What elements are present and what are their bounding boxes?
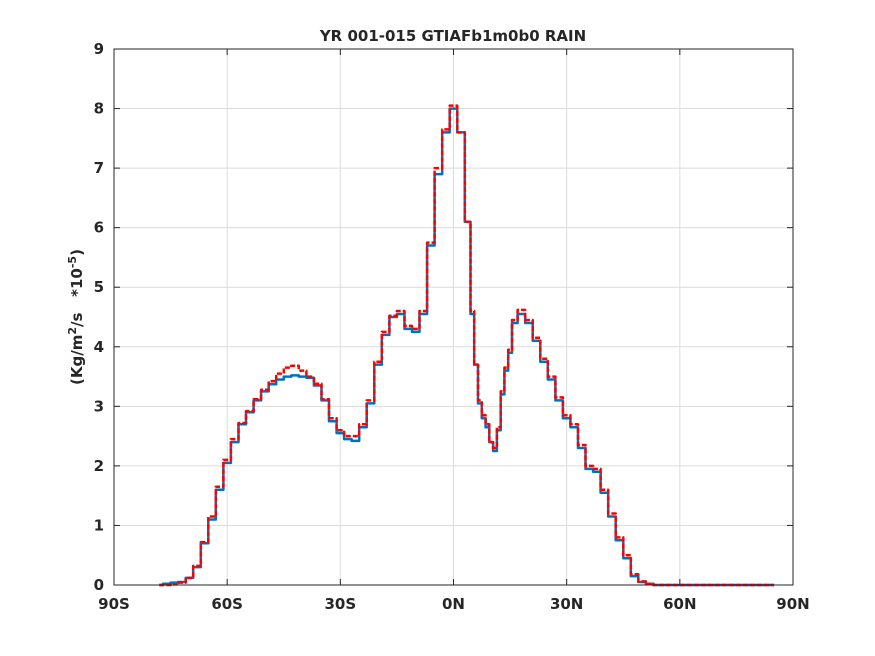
- y-tick-label: 3: [94, 397, 104, 415]
- y-axis-label-mid: /s *10: [68, 268, 86, 327]
- x-tick-label: 30S: [324, 595, 356, 613]
- y-axis-label: (Kg/m2/s *10-5): [66, 249, 86, 385]
- y-tick-label: 7: [94, 159, 104, 177]
- x-tick-label: 0N: [442, 595, 465, 613]
- y-tick-label: 0: [94, 576, 104, 594]
- y-axis-label-sup1: 2: [66, 327, 79, 335]
- y-tick-label: 2: [94, 457, 104, 475]
- y-tick-label: 9: [94, 40, 104, 58]
- y-axis-label-sup2: -5: [66, 256, 79, 268]
- x-tick-label: 30N: [550, 595, 583, 613]
- y-axis-ticks: 0 1 2 3 4 5 6 7 8 9: [94, 40, 793, 594]
- x-tick-label: 90N: [776, 595, 809, 613]
- x-tick-label: 90S: [98, 595, 130, 613]
- series-line-2: [159, 104, 775, 587]
- chart-title: YR 001-015 GTIAFb1m0b0 RAIN: [319, 27, 586, 45]
- x-axis-ticks: 90S 60S 30S 0N 30N 60N 90N: [98, 49, 810, 613]
- x-tick-label: 60N: [663, 595, 696, 613]
- y-axis-label-suffix: ): [68, 249, 86, 256]
- series-line-1: [159, 107, 775, 587]
- y-tick-label: 5: [94, 278, 104, 296]
- y-tick-label: 6: [94, 219, 104, 237]
- y-tick-label: 1: [94, 516, 104, 534]
- series-layer: [159, 104, 775, 587]
- y-tick-label: 4: [94, 338, 104, 356]
- y-axis-label-prefix: (Kg/m: [68, 335, 86, 385]
- x-tick-label: 60S: [211, 595, 243, 613]
- y-tick-label: 8: [94, 100, 104, 118]
